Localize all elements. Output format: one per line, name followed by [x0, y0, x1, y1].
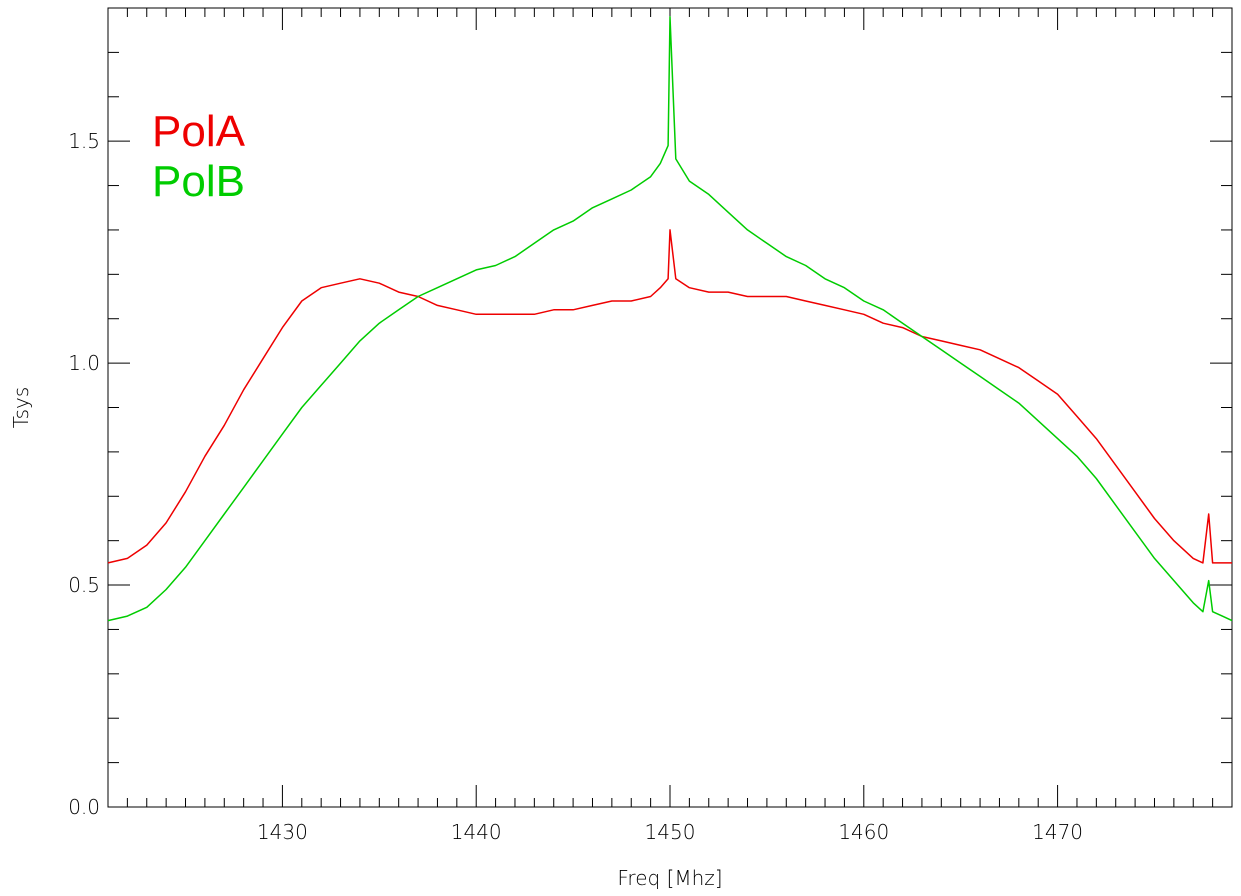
- plot-frame: [107, 7, 1233, 808]
- plot-frame-rect: [107, 7, 1233, 808]
- tick-labels: 1430 1440 1450 1460 1470 0.0 0.5 1.0 1.5: [68, 129, 1083, 844]
- x-axis-title: Freq [Mhz]: [617, 866, 722, 890]
- series-line-pola: [107, 229, 1232, 564]
- series-line-polb: [107, 16, 1233, 622]
- y-tick-label: 0.5: [68, 573, 100, 597]
- x-tick-label: 1450: [645, 820, 696, 844]
- y-tick-label: 1.0: [68, 351, 100, 375]
- y-tick-label: 1.5: [68, 129, 100, 153]
- x-tick-label: 1470: [1032, 820, 1083, 844]
- axis-ticks: [107, 7, 1233, 808]
- legend-item-pola: PolA: [152, 107, 246, 156]
- y-axis-title: Tsys: [9, 387, 33, 429]
- series-lines: [107, 16, 1233, 622]
- y-tick-label: 0.0: [68, 795, 100, 819]
- legend-item-polb: PolB: [152, 157, 245, 206]
- x-tick-label: 1430: [257, 820, 308, 844]
- x-tick-label: 1440: [451, 820, 502, 844]
- x-tick-label: 1460: [838, 820, 889, 844]
